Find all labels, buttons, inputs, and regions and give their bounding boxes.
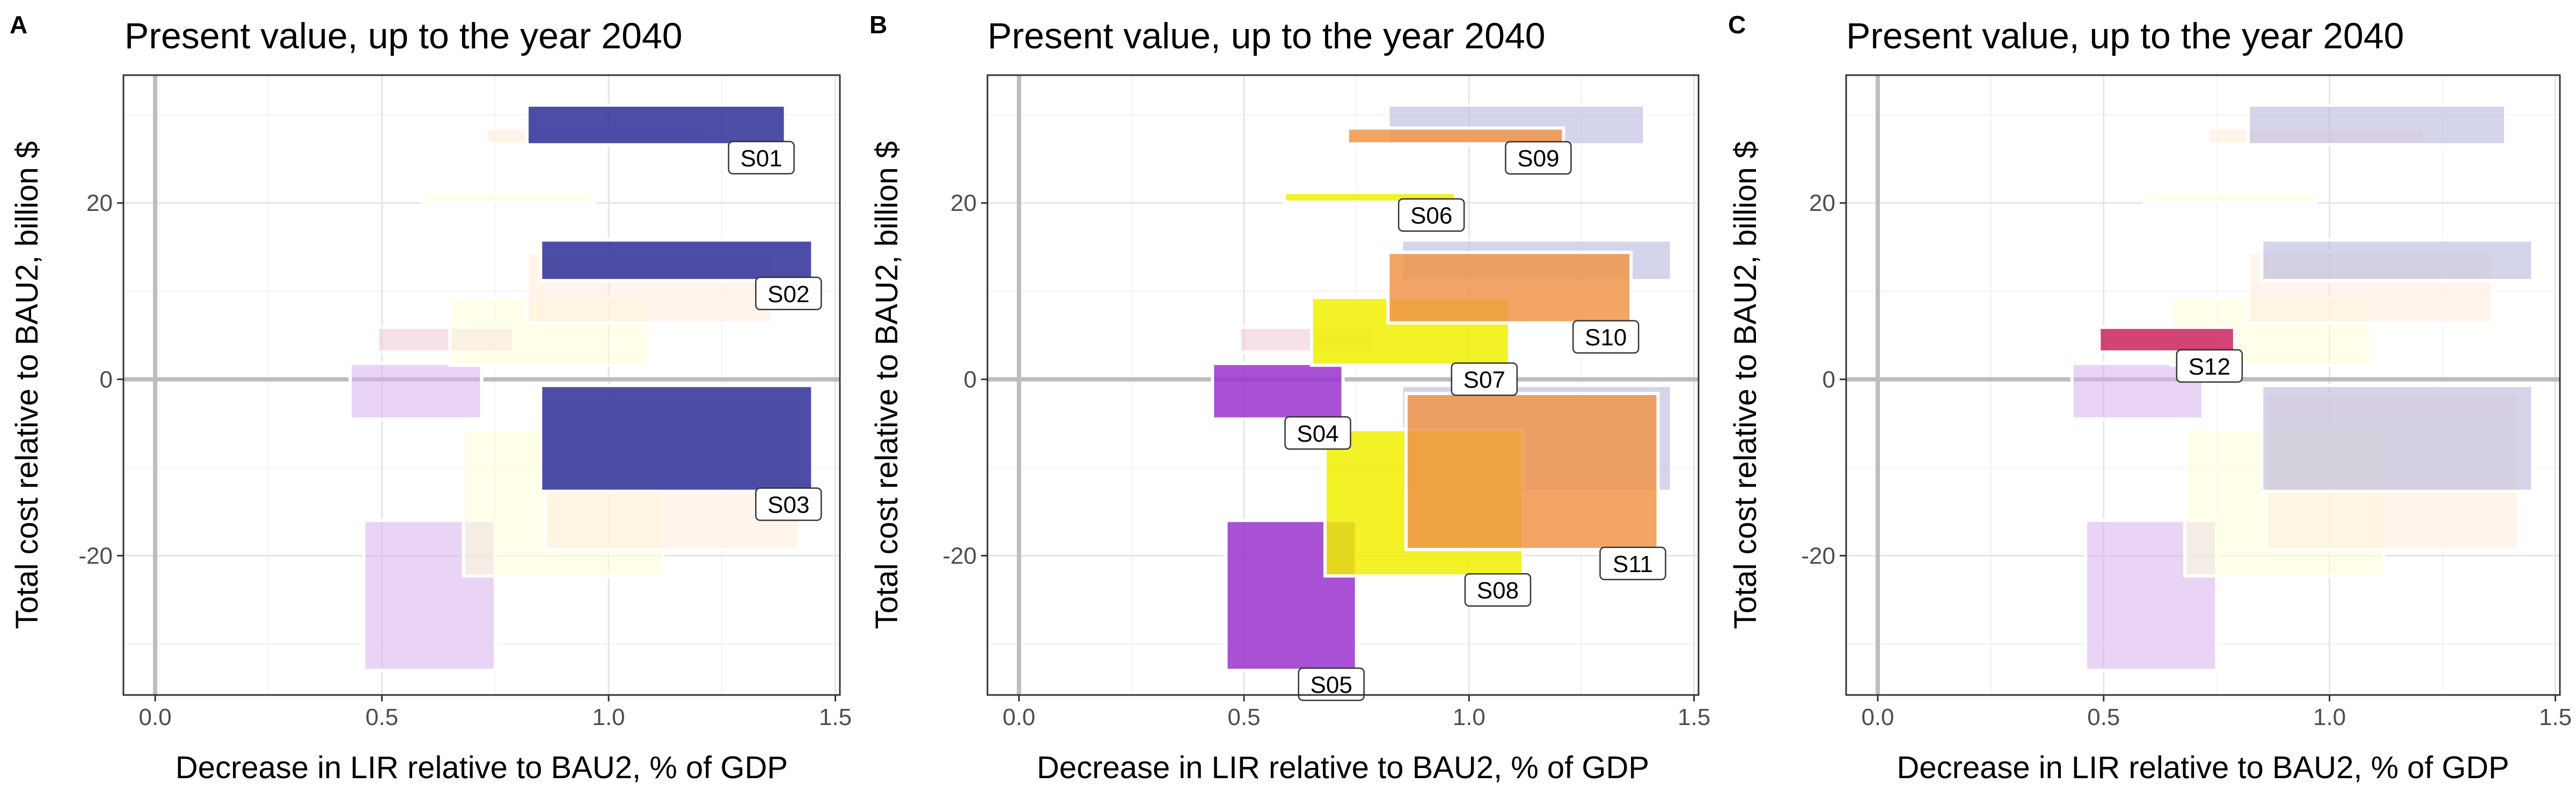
x-axis-title: Decrease in LIR relative to BAU2, % of G… xyxy=(1897,750,2509,785)
x-tick-label: 0.0 xyxy=(1861,704,1894,730)
x-tick-label: 1.0 xyxy=(1453,704,1485,730)
scenario-rect-s06-faded xyxy=(2142,191,2318,204)
x-tick-label: 1.5 xyxy=(1678,704,1710,730)
rect-label-s11: S11 xyxy=(1599,546,1666,581)
scenario-rect-s01-faded xyxy=(2246,103,2507,147)
rect-label-box xyxy=(1599,546,1666,581)
y-tick-label: -20 xyxy=(942,543,977,569)
rect-label-s05: S05 xyxy=(1298,667,1365,701)
rect-label-box xyxy=(1572,320,1640,354)
chart-title: Present value, up to the year 2040 xyxy=(125,16,683,56)
scenario-rect-s03 xyxy=(539,384,815,493)
panel-letter: A xyxy=(10,11,27,39)
rect-label-s12: S12 xyxy=(2176,349,2243,383)
x-tick-label: 1.0 xyxy=(2313,704,2346,730)
rect-label-s01: S01 xyxy=(728,141,795,175)
rect-label-box xyxy=(755,276,822,311)
y-tick-label: 20 xyxy=(1809,190,1835,216)
rect-label-box xyxy=(1284,416,1351,450)
rect-label-text: S01 xyxy=(740,145,782,172)
scenario-rect-s02 xyxy=(539,238,815,282)
plot-border xyxy=(986,74,1700,696)
x-tick-label: 0.5 xyxy=(2087,704,2120,730)
rect-label-s03: S03 xyxy=(755,487,822,521)
scenario-rect-s02-faded xyxy=(2260,238,2535,282)
x-tick-label: 1.5 xyxy=(2539,704,2572,730)
chart-title: Present value, up to the year 2040 xyxy=(1846,16,2404,56)
rect-label-s08: S08 xyxy=(1464,573,1532,607)
panel-letter: C xyxy=(1728,11,1746,39)
scenario-rect-s11 xyxy=(1404,392,1660,551)
rect-label-box xyxy=(755,487,822,521)
rect-label-text: S06 xyxy=(1410,203,1452,229)
rect-label-s04: S04 xyxy=(1284,416,1351,450)
panel-a: S01 S02 S03 0.0 0.5 1.0 1.5 -20 0 20 Present value… xyxy=(10,11,852,785)
rect-label-s07: S07 xyxy=(1451,362,1518,396)
plot-border xyxy=(1845,74,2561,696)
x-tick-label: 1.5 xyxy=(819,704,852,730)
rect-label-s10: S10 xyxy=(1572,320,1640,354)
x-tick-label: 0.0 xyxy=(1002,704,1035,730)
rect-label-text: S12 xyxy=(2189,354,2230,380)
rect-label-text: S08 xyxy=(1477,577,1519,604)
x-tick-label: 0.5 xyxy=(1227,704,1260,730)
rect-label-s02: S02 xyxy=(755,276,822,311)
rect-label-box xyxy=(1397,198,1465,232)
x-axis-title: Decrease in LIR relative to BAU2, % of G… xyxy=(1037,750,1649,785)
scenario-rect-s04-faded xyxy=(348,362,484,421)
chart-title: Present value, up to the year 2040 xyxy=(987,16,1546,56)
scenario-rect-s04 xyxy=(1211,362,1345,421)
rect-label-box xyxy=(2176,349,2243,383)
rect-label-s09: S09 xyxy=(1505,141,1572,175)
scenario-rect-s01 xyxy=(525,103,787,147)
x-axis-title: Decrease in LIR relative to BAU2, % of G… xyxy=(175,750,788,785)
panel-c: S12 0.0 0.5 1.0 1.5 -20 0 20 Present value, up t… xyxy=(1728,11,2572,785)
y-tick-label: -20 xyxy=(1801,543,1835,569)
y-tick-label: 0 xyxy=(964,367,977,393)
panel-b: S04 S05 S06 S07 S08 S09 S10 S11 0.0 0.5 1.0 1.5 -20 0… xyxy=(869,11,1710,785)
x-tick-label: 0.5 xyxy=(365,704,398,730)
rect-label-box xyxy=(728,141,795,175)
rect-label-text: S05 xyxy=(1311,672,1352,698)
rect-label-box xyxy=(1451,362,1518,396)
scenario-rect-s03-faded xyxy=(2260,384,2535,493)
rect-label-text: S07 xyxy=(1463,367,1505,393)
scenario-rect-s10 xyxy=(1386,251,1633,325)
y-axis-title: Total cost relative to BAU2, billion $ xyxy=(869,141,904,629)
rect-label-text: S10 xyxy=(1585,325,1627,351)
rect-label-s06: S06 xyxy=(1397,198,1465,232)
panel-letter: B xyxy=(869,11,887,39)
rect-label-text: S04 xyxy=(1297,421,1338,447)
rect-label-text: S09 xyxy=(1517,145,1559,172)
y-tick-label: 0 xyxy=(100,367,113,393)
y-axis-title: Total cost relative to BAU2, billion $ xyxy=(10,141,45,629)
scenario-rect-s06-faded xyxy=(421,191,597,204)
y-axis-title: Total cost relative to BAU2, billion $ xyxy=(1728,141,1763,629)
rect-label-box xyxy=(1298,667,1365,701)
y-tick-label: 20 xyxy=(86,190,113,216)
y-tick-label: 20 xyxy=(950,190,977,216)
rect-label-text: S11 xyxy=(1613,551,1653,577)
x-tick-label: 0.0 xyxy=(139,704,172,730)
rect-label-text: S02 xyxy=(767,281,809,308)
y-tick-label: 0 xyxy=(1823,367,1835,393)
y-tick-label: -20 xyxy=(78,543,113,569)
scenario-rect-s12 xyxy=(2097,325,2236,354)
rect-label-box xyxy=(1505,141,1572,175)
rect-label-box xyxy=(1464,573,1532,607)
rect-label-text: S03 xyxy=(767,492,809,518)
x-tick-label: 1.0 xyxy=(592,704,625,730)
plot-border xyxy=(122,74,841,696)
